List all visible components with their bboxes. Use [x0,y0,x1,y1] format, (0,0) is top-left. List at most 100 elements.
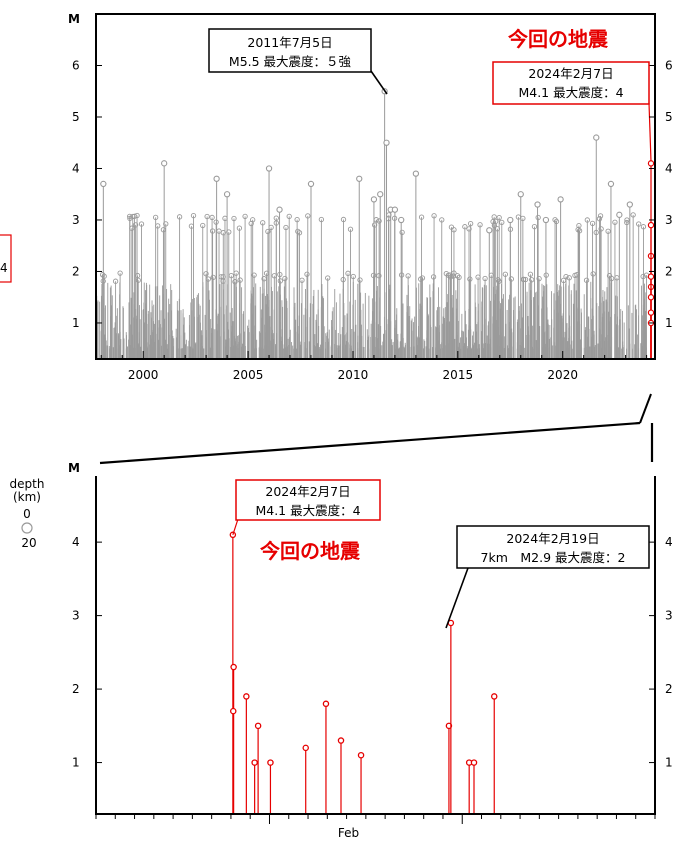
top-event-point [223,191,231,198]
bottom-annotation-feb7-line2: M4.1 最大震度：4 [255,503,360,518]
background-point [494,226,501,232]
background-point [294,216,300,223]
top-event-point [391,206,399,213]
top-annotation-2024-box [492,61,650,105]
top-event-point [383,139,390,146]
top-annotation-2011-line2: M5.5 最大震度：５強 [229,54,352,69]
bottom-annotation-feb7-line1: 2024年2月7日 [265,484,350,499]
background-point [242,213,248,219]
background-point [574,272,580,278]
top-event-point [626,201,633,208]
background-point [467,276,473,282]
background-point [261,276,267,282]
bottom-event-point [337,737,345,744]
top-plot-frame [95,13,656,360]
bottom-annotation-feb19-box [456,525,650,569]
top-y-tick-label-right: 4 [665,161,673,175]
background-point [265,228,271,235]
top-y-tick-label-right: 3 [665,213,673,227]
bottom-event-point [470,759,478,766]
top-current-point [647,273,655,280]
bottom-annotation-feb19: 2024年2月19日 7km M2.9 最大震度：2 [445,525,650,629]
top-event-point [307,180,315,188]
top-annotation-2024-line1: 2024年2月7日 [528,66,613,81]
background-point [605,228,611,234]
top-y-tick-label: 4 [72,161,80,175]
top-event-point [412,170,420,177]
top-current-point [647,294,655,301]
background-point [529,277,535,283]
background-point [589,220,596,227]
background-point [575,226,581,233]
background-point [350,273,356,280]
bottom-callout-this-earthquake: 今回の地震 [260,539,361,563]
top-event-point [593,134,600,141]
background-point [117,270,123,276]
bottom-annotation-feb19-line2: 7km M2.9 最大震度：2 [481,550,626,565]
background-point [454,273,461,279]
top-x-tick-label: 2015 [443,368,474,382]
background-point [527,271,534,277]
bottom-ticks: Feb 1 1 2 2 3 3 4 4 [72,535,673,840]
background-point [176,214,183,220]
background-point [286,213,292,220]
background-point [430,274,437,280]
background-point [340,276,346,283]
background-point [155,223,161,229]
background-point [535,214,541,221]
bottom-event-point [445,722,453,730]
background-point [232,279,238,285]
background-point [636,221,642,227]
background-point [590,271,596,277]
bottom-x-tick-label: Feb [338,826,359,840]
bottom-y-tick-label: 2 [72,682,80,696]
left-edge-text: 4 [0,261,8,275]
background-point [347,226,354,232]
top-y-tick-label: 2 [72,264,80,278]
top-event-point [486,227,493,234]
background-point [499,219,505,226]
background-point [282,275,288,282]
depth-legend-unit: (km) [13,490,41,504]
background-point [296,230,303,236]
top-annotation-2011-box [208,28,372,73]
background-point [399,229,405,236]
background-point [630,212,636,218]
bottom-event-point [229,707,237,715]
bottom-y-tick-label-right: 2 [665,682,673,696]
top-annotation-2024: 2024年2月7日 M4.1 最大震度：4 [492,61,650,105]
background-point [132,222,139,228]
bottom-event-point [230,663,237,671]
background-point [456,274,462,280]
bottom-event-point [490,693,498,700]
top-annotation-2011-line1: 2011年7月5日 [247,35,332,50]
background-point [209,214,215,221]
background-point [418,276,424,282]
top-event-point [265,165,273,172]
bottom-y-tick-label: 3 [72,609,80,623]
background-point [283,224,289,231]
top-y-tick-label: 6 [72,58,80,72]
background-point [127,213,133,220]
background-point [451,227,457,233]
background-point [101,273,107,279]
background-point [305,213,311,219]
top-ticks: 2000 2005 2010 2015 2020 1 1 2 2 3 3 4 4 5 5 6 6 [72,58,673,382]
bottom-event-point [254,722,262,730]
top-x-tick-label: 2005 [233,368,264,382]
bottom-event-point [322,700,330,708]
bottom-y-tick-label-right: 3 [665,609,673,623]
background-point [138,221,145,227]
background-point [112,278,119,284]
top-event-point [100,180,107,188]
top-current-point [647,221,655,229]
background-point [220,230,226,236]
background-point [612,219,618,225]
background-point [482,275,488,282]
background-point [250,217,256,223]
background-point [508,276,514,282]
background-point [431,213,437,219]
top-y-tick-label: 5 [72,110,80,124]
background-point [131,213,138,219]
